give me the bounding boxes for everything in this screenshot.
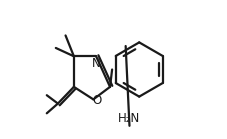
Text: N: N [92, 57, 101, 70]
Text: O: O [93, 94, 102, 107]
Text: H₂N: H₂N [118, 112, 141, 125]
